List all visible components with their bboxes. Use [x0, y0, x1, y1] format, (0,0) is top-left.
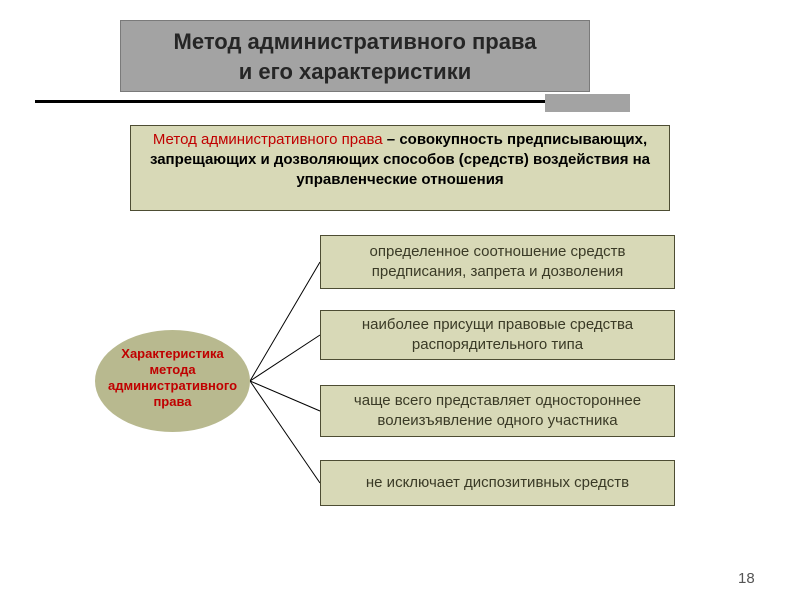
title-line-2: и его характеристики — [121, 57, 589, 87]
characteristic-box: чаще всего представляет одностороннее во… — [320, 385, 675, 437]
characteristic-box: наиболее присущи правовые средства распо… — [320, 310, 675, 360]
hub-line-3: административного — [95, 378, 250, 394]
characteristic-box: не исключает диспозитивных средств — [320, 460, 675, 506]
definition-rest-1: совокупность предписывающих, — [399, 131, 647, 148]
hub-line-2: метода — [95, 362, 250, 378]
characteristic-text: не исключает диспозитивных средств — [366, 473, 629, 493]
page-number: 18 — [738, 570, 755, 587]
characteristic-box: определенное соотношение средств предпис… — [320, 235, 675, 289]
definition-rest-2: запрещающих и дозволяющих способов (сред… — [141, 150, 659, 190]
accent-box — [545, 94, 630, 112]
title-line-1: Метод административного права — [121, 27, 589, 57]
hub-line-1: Характеристика — [95, 346, 250, 362]
characteristic-text: определенное соотношение средств предпис… — [333, 242, 662, 282]
definition-highlight: Метод административного права — [153, 131, 383, 148]
definition-text: Метод административного права – совокупн… — [141, 130, 659, 150]
characteristic-text: чаще всего представляет одностороннее во… — [333, 391, 662, 431]
title-box: Метод административного права и его хара… — [120, 20, 590, 92]
characteristic-text: наиболее присущи правовые средства распо… — [333, 315, 662, 355]
horizontal-rule — [35, 100, 545, 103]
hub-line-4: права — [95, 394, 250, 410]
definition-box: Метод административного права – совокупн… — [130, 125, 670, 211]
hub-ellipse: Характеристика метода административного … — [95, 330, 250, 432]
definition-dash: – — [383, 131, 400, 148]
